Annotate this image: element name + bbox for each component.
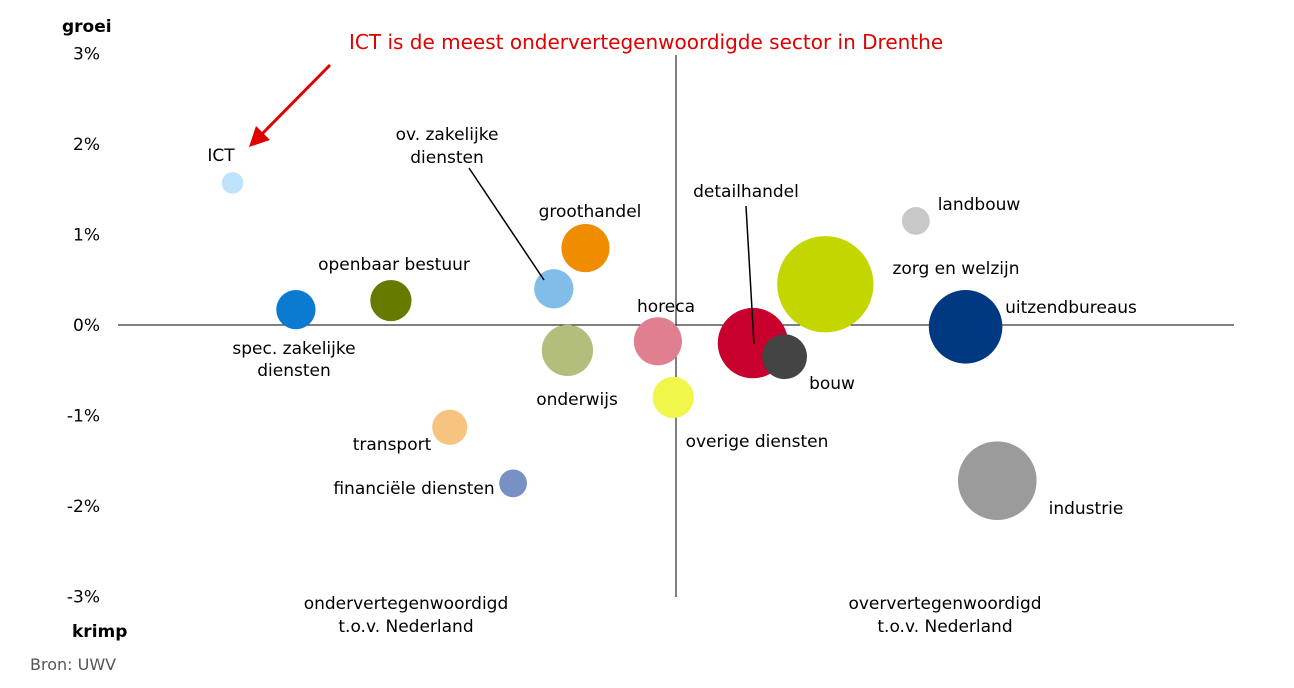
bubble-label-line: diensten xyxy=(257,361,331,381)
bubble-landbouw xyxy=(901,207,930,235)
bubble-label-line: diensten xyxy=(410,148,484,168)
y-tick-label: -1% xyxy=(67,407,100,427)
y-axis-top-label: groei xyxy=(62,17,112,37)
bubble-horeca xyxy=(633,317,682,366)
bubble-label-detailhandel: detailhandel xyxy=(693,182,799,202)
bubble-label-ov-zakelijke-diensten: ov. zakelijke diensten xyxy=(396,125,499,168)
bubble-label-industrie: industrie xyxy=(1049,499,1124,519)
bubble-industrie xyxy=(957,441,1037,520)
leader-line-detailhandel xyxy=(745,205,755,345)
y-tick-label: 0% xyxy=(73,316,100,336)
bubble-label-transport: transport xyxy=(353,435,432,455)
y-tick-label: -3% xyxy=(67,588,100,608)
annotation-arrow xyxy=(249,63,332,147)
bubbles xyxy=(221,172,1037,520)
bubble-label-landbouw: landbouw xyxy=(938,195,1021,215)
y-axis-bottom-label: krimp xyxy=(72,622,127,642)
annotation-text: ICT is de meest ondervertegenwoordigde s… xyxy=(349,30,943,54)
bubble-label-zorg-en-welzijn: zorg en welzijn xyxy=(892,259,1019,279)
y-tick-label: 3% xyxy=(73,45,100,65)
region-label-line: t.o.v. Nederland xyxy=(338,617,473,637)
bubble-openbaar-bestuur xyxy=(370,279,412,322)
bubble-label-openbaar-bestuur: openbaar bestuur xyxy=(318,255,470,275)
bubble-bouw xyxy=(762,334,808,380)
region-label-overrepresented: oververtegenwoordigd t.o.v. Nederland xyxy=(848,594,1041,637)
y-tick-label: -2% xyxy=(67,497,100,517)
bubble-label-bouw: bouw xyxy=(809,374,855,394)
y-tick-label: 2% xyxy=(73,135,100,155)
bubble-label-uitzendbureaus: uitzendbureaus xyxy=(1005,298,1137,318)
bubble-label-line: spec. zakelijke xyxy=(232,339,355,359)
leader-lines xyxy=(468,167,755,345)
bubble-label-financiele-diensten: financiële diensten xyxy=(333,479,494,499)
bubble-label-ict: ICT xyxy=(207,146,235,166)
region-label-underrepresented: ondervertegenwoordigd t.o.v. Nederland xyxy=(304,594,509,637)
region-label-line: ondervertegenwoordigd xyxy=(304,594,509,614)
source-note: Bron: UWV xyxy=(30,655,116,674)
bubble-transport xyxy=(432,409,468,445)
bubble-label-horeca: horeca xyxy=(637,297,695,317)
bubble-spec-zakelijke-diensten xyxy=(276,289,316,330)
bubble-financiele-diensten xyxy=(499,469,527,498)
bubble-label-overige-diensten: overige diensten xyxy=(686,432,829,452)
bubble-onderwijs xyxy=(541,324,594,376)
bubble-label-onderwijs: onderwijs xyxy=(536,390,618,410)
region-label-line: t.o.v. Nederland xyxy=(877,617,1012,637)
y-tick-label: 1% xyxy=(73,226,100,246)
bubble-ict xyxy=(221,172,244,194)
bubble-zorg-en-welzijn xyxy=(777,236,874,333)
bubble-label-groothandel: groothandel xyxy=(539,202,642,222)
region-label-line: oververtegenwoordigd xyxy=(848,594,1041,614)
y-tick-labels: 3% 2% 1% 0% -1% -2% -3% xyxy=(67,45,100,608)
bubble-uitzendbureaus xyxy=(928,290,1003,364)
bubble-label-spec-zakelijke-diensten: spec. zakelijke diensten xyxy=(232,339,355,381)
leader-line-ov-zakelijke-diensten xyxy=(468,167,545,281)
bubble-groothandel xyxy=(561,223,610,273)
bubble-overige-diensten xyxy=(652,376,694,419)
bubble-label-line: ov. zakelijke xyxy=(396,125,499,145)
